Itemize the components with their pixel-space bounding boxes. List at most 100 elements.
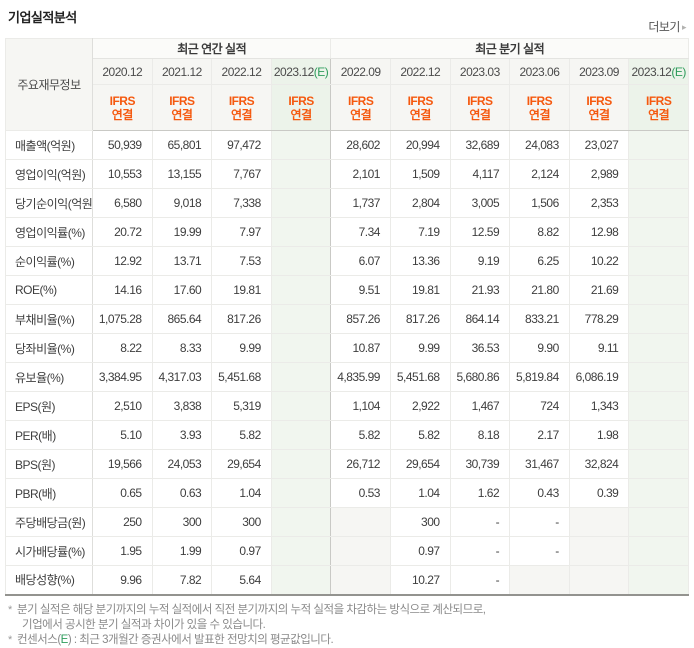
cell: 9,018: [151, 188, 213, 218]
cell: 24,053: [151, 449, 213, 479]
cell: [568, 536, 630, 566]
cell: 10,553: [92, 159, 153, 189]
cell: 20.72: [92, 217, 153, 247]
row-label: 배당성향(%): [5, 565, 93, 595]
cell: 0.97: [211, 536, 272, 566]
row-label: 영업이익(억원): [5, 159, 93, 189]
cell: [270, 275, 332, 305]
cell: 10.27: [389, 565, 451, 595]
cell: 2,353: [568, 188, 630, 218]
cell: [628, 130, 689, 160]
cell: 1,343: [568, 391, 630, 421]
cell: 0.39: [568, 478, 630, 508]
cell: 5.82: [330, 420, 391, 450]
cell: [628, 391, 689, 421]
cell: [330, 507, 391, 537]
cell: 19.81: [211, 275, 272, 305]
cell: [270, 246, 332, 276]
cell: [628, 507, 689, 537]
cell: 3,005: [449, 188, 511, 218]
table-body: 매출액(억원) 50,939 65,801 97,472 28,602 20,994 32,…: [5, 130, 689, 595]
cell: 0.53: [330, 478, 391, 508]
table-group-header-row: 주요재무정보 최근 연간 실적 최근 분기 실적: [5, 38, 689, 131]
cell: 19,566: [92, 449, 153, 479]
period-header: 2021.12: [151, 58, 213, 85]
row-label: 부채비율(%): [5, 304, 93, 334]
table-row: ROE(%) 14.16 17.60 19.81 9.51 19.81 21.93 21.80…: [5, 275, 689, 305]
footnotes: * 분기 실적은 해당 분기까지의 누적 실적에서 직전 분기까지의 누적 실적을…: [8, 603, 686, 648]
table-period-header-row: 2020.12 2021.12 2022.12 2023.12(E) 2022.09 20…: [6, 58, 689, 85]
row-label: ROE(%): [5, 275, 93, 305]
cell: 8.33: [151, 333, 213, 363]
row-label: 영업이익률(%): [5, 217, 93, 247]
cell: 5.10: [92, 420, 153, 450]
cell: 23,027: [568, 130, 630, 160]
cell: [270, 130, 332, 160]
table-row: PER(배) 5.10 3.93 5.82 5.82 5.82 8.18 2.17 1.98: [5, 420, 689, 450]
table-row: 영업이익률(%) 20.72 19.99 7.97 7.34 7.19 12.59 8.82 1…: [5, 217, 689, 247]
cell: 9.90: [509, 333, 570, 363]
row-label: BPS(원): [5, 449, 93, 479]
period-header: 2022.09: [330, 58, 391, 85]
cell: 6.25: [509, 246, 570, 276]
cell: [270, 478, 332, 508]
cell: 4,117: [449, 159, 511, 189]
cell: 10.22: [568, 246, 630, 276]
table-row: EPS(원) 2,510 3,838 5,319 1,104 2,922 1,467 724 1…: [5, 391, 689, 421]
cell: 5,319: [211, 391, 272, 421]
estimate-mark: (E): [313, 64, 329, 79]
accounting-standard-header: IFRS 연결: [151, 84, 213, 131]
cell: 5,819.84: [509, 362, 570, 392]
cell: 3.93: [151, 420, 213, 450]
footnote-quarter: * 분기 실적은 해당 분기까지의 누적 실적에서 직전 분기까지의 누적 실적을…: [8, 603, 686, 618]
table-row: 당기순이익(억원) 6,580 9,018 7,338 1,737 2,804 3,005 1…: [5, 188, 689, 218]
cell: 1,104: [330, 391, 391, 421]
more-link[interactable]: 더보기 ▸: [648, 18, 686, 35]
cell: 2,922: [389, 391, 451, 421]
cell: 2,989: [568, 159, 630, 189]
cell: [628, 449, 689, 479]
cell: 21.93: [449, 275, 511, 305]
cell: 9.19: [449, 246, 511, 276]
cell: 32,689: [449, 130, 511, 160]
cell: [568, 507, 630, 537]
accounting-standard-header: IFRS 연결: [509, 84, 570, 131]
cell: 19.99: [151, 217, 213, 247]
cell: [628, 478, 689, 508]
cell: 9.99: [389, 333, 451, 363]
cell: 1,509: [389, 159, 451, 189]
table-row: 배당성향(%) 9.96 7.82 5.64 10.27-: [5, 565, 689, 595]
cell: 5.82: [389, 420, 451, 450]
cell: [270, 362, 332, 392]
cell: 2,804: [389, 188, 451, 218]
cell: 5,451.68: [389, 362, 451, 392]
period-header: 2023.12(E): [270, 58, 332, 85]
cell: 1.99: [151, 536, 213, 566]
cell: -: [449, 565, 511, 595]
accounting-standard-header: IFRS 연결: [449, 84, 511, 131]
footnote-consensus-suffix: ) : 최근 3개월간 증권사에서 발표한 전망치의 평균값입니다.: [67, 633, 334, 646]
cell: 7.82: [151, 565, 213, 595]
cell: [628, 246, 689, 276]
cell: 29,654: [211, 449, 272, 479]
cell: [270, 536, 332, 566]
cell: 0.63: [151, 478, 213, 508]
cell: [628, 420, 689, 450]
cell: -: [449, 507, 511, 537]
cell: 817.26: [211, 304, 272, 334]
more-link-label: 더보기: [648, 20, 680, 34]
cell: [568, 565, 630, 595]
cell: [270, 333, 332, 363]
cell: [330, 536, 391, 566]
estimate-mark: (E): [671, 64, 686, 79]
period-header: 2022.12: [389, 58, 451, 85]
cell: 1,737: [330, 188, 391, 218]
cell: 13.71: [151, 246, 213, 276]
cell: 5.82: [211, 420, 272, 450]
cell: 28,602: [330, 130, 391, 160]
period-header: 2023.06: [509, 58, 570, 85]
table-row: PBR(배) 0.65 0.63 1.04 0.53 1.04 1.62 0.43 0.39: [5, 478, 689, 508]
cell: 1,467: [449, 391, 511, 421]
table-row: 주당배당금(원) 250 300 300 300- -: [5, 507, 689, 537]
cell: 5,680.86: [449, 362, 511, 392]
